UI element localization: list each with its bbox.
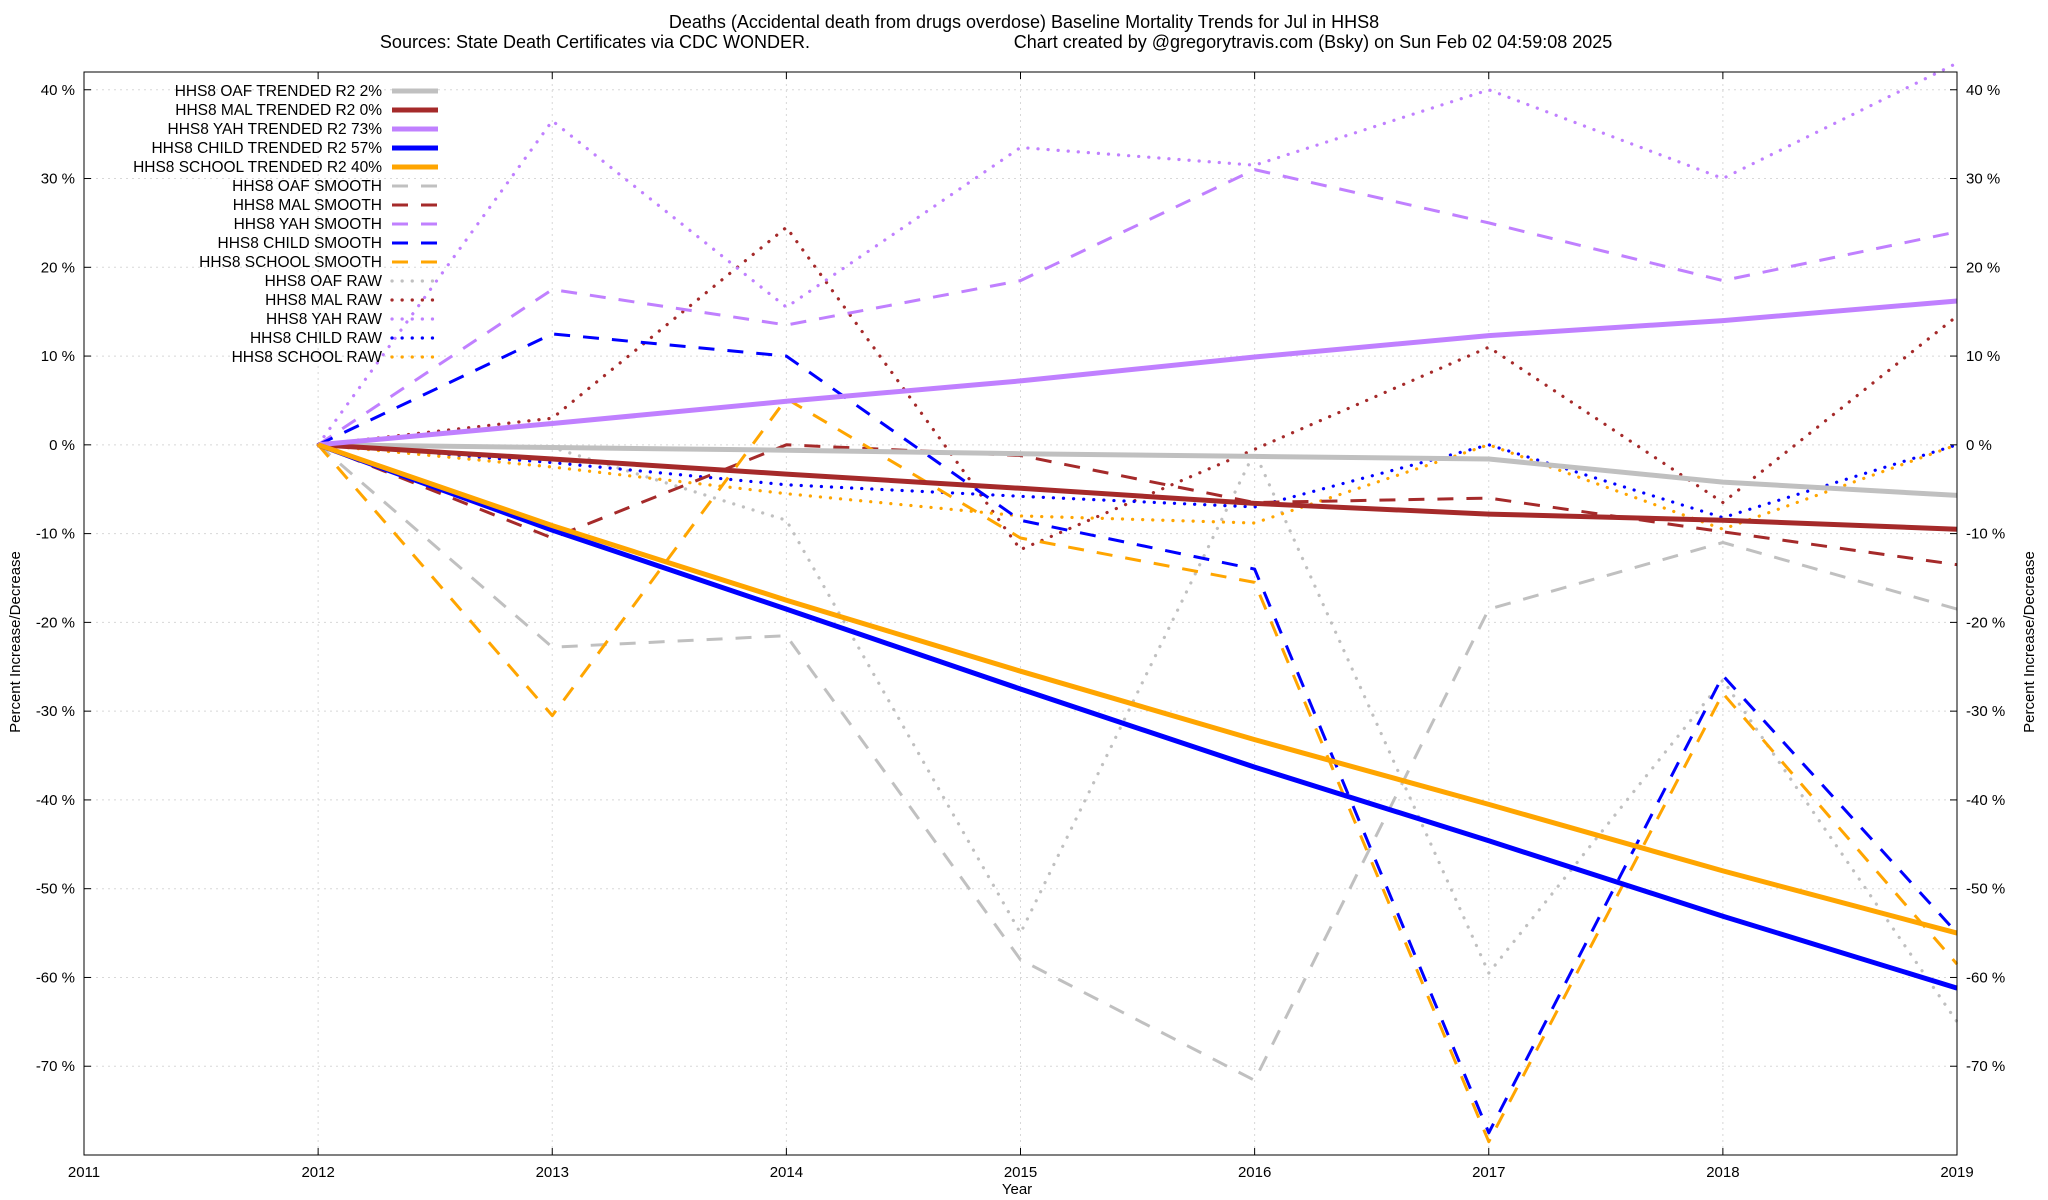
x-tick-label: 2015 (1004, 1164, 1037, 1181)
y-tick-label-left: -30 % (36, 703, 75, 720)
y-tick-label-right: -30 % (1966, 703, 2005, 720)
y-tick-label-left: -10 % (36, 526, 75, 543)
y-tick-label-left: 10 % (41, 348, 75, 365)
legend-label: HHS8 CHILD SMOOTH (218, 235, 383, 252)
series-line-4 (317, 442, 1958, 936)
x-tick-label: 2012 (301, 1164, 334, 1181)
y-tick-label-left: -50 % (36, 881, 75, 898)
legend-label: HHS8 OAF SMOOTH (232, 178, 382, 195)
legend-label: HHS8 OAF TRENDED R2 2% (175, 83, 383, 100)
chart-title: Deaths (Accidental death from drugs over… (669, 12, 1379, 32)
y-tick-label-left: 20 % (41, 259, 75, 276)
legend-label: HHS8 YAH RAW (266, 311, 382, 328)
y-tick-label-right: -10 % (1966, 526, 2005, 543)
legend-label: HHS8 SCHOOL TRENDED R2 40% (133, 159, 382, 176)
x-tick-label: 2019 (1940, 1164, 1973, 1181)
y-tick-label-left: -60 % (36, 969, 75, 986)
chart-subtitle-source: Sources: State Death Certificates via CD… (380, 32, 810, 52)
y-tick-label-left: -70 % (36, 1058, 75, 1075)
legend-label: HHS8 MAL RAW (265, 292, 382, 309)
legend-label: HHS8 CHILD RAW (250, 330, 382, 347)
x-tick-label: 2014 (770, 1164, 803, 1181)
x-tick-label: 2018 (1706, 1164, 1739, 1181)
y-tick-label-left: 40 % (41, 82, 75, 99)
series-line-8 (317, 332, 1959, 1135)
legend-label: HHS8 SCHOOL RAW (232, 349, 383, 366)
chart-subtitle-credit: Chart created by @gregorytravis.com (Bsk… (1014, 32, 1613, 52)
legend-label: HHS8 MAL TRENDED R2 0% (175, 102, 382, 119)
y-tick-label-right: -20 % (1966, 614, 2005, 631)
series-line-0 (318, 442, 1958, 498)
series-line-10 (316, 443, 1959, 1024)
legend-label: HHS8 MAL SMOOTH (233, 197, 382, 214)
y-tick-label-right: 10 % (1966, 348, 2000, 365)
y-tick-label-right: 20 % (1966, 259, 2000, 276)
legend-label: HHS8 YAH TRENDED R2 73% (168, 121, 383, 138)
series-line-12 (316, 61, 1959, 447)
series-line-6 (317, 443, 1958, 567)
legend-label: HHS8 SCHOOL SMOOTH (199, 254, 382, 271)
x-axis-title: Year (1002, 1181, 1032, 1198)
series-line-7 (317, 168, 1958, 447)
series-line-13 (316, 443, 1959, 520)
legend-label: HHS8 CHILD TRENDED R2 57% (151, 140, 382, 157)
series-line-2 (317, 298, 1958, 448)
series-line-11 (316, 225, 1959, 552)
legend: HHS8 OAF TRENDED R2 2% HHS8 MAL TRENDED R… (133, 83, 440, 366)
x-tick-label: 2016 (1238, 1164, 1271, 1181)
y-axis-title-left: Percent Increase/Decrease (7, 551, 24, 733)
y-tick-label-right: 40 % (1966, 82, 2000, 99)
axes: 2011 2012 2013 2014 2015 2016 2017 2018 2019 40 %… (36, 72, 2005, 1181)
series-line-9 (316, 397, 1959, 1144)
y-tick-label-right: 0 % (1966, 437, 1992, 454)
series-line-14 (316, 443, 1959, 531)
x-tick-label: 2011 (68, 1164, 100, 1181)
y-tick-label-left: -40 % (36, 792, 75, 809)
series-line-5 (317, 443, 1958, 1082)
y-tick-label-left: 0 % (49, 437, 75, 454)
x-tick-label: 2013 (536, 1164, 569, 1181)
legend-label: HHS8 YAH SMOOTH (234, 216, 382, 233)
x-tick-label: 2017 (1472, 1164, 1505, 1181)
series-line-1 (317, 442, 1958, 532)
y-tick-label-right: -60 % (1966, 969, 2005, 986)
y-tick-label-right: -70 % (1966, 1058, 2005, 1075)
y-tick-label-left: -20 % (36, 614, 75, 631)
series-line-3 (317, 442, 1958, 991)
legend-label: HHS8 OAF RAW (265, 273, 383, 290)
y-tick-label-right: 30 % (1966, 171, 2000, 188)
y-tick-label-left: 30 % (41, 171, 75, 188)
series-group (316, 61, 1959, 1144)
y-tick-label-right: -50 % (1966, 881, 2005, 898)
y-tick-label-right: -40 % (1966, 792, 2005, 809)
y-axis-title-right: Percent Increase/Decrease (2021, 551, 2038, 733)
